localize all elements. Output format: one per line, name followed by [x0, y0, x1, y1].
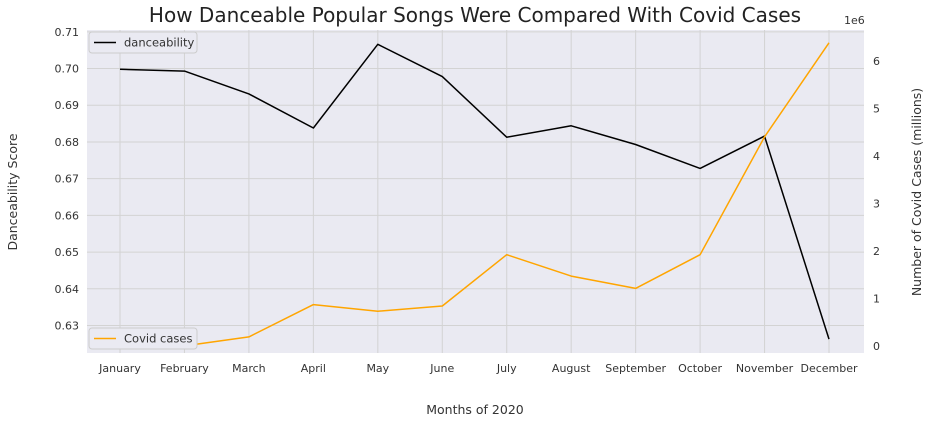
legend-label-covid-cases: Covid cases: [124, 332, 192, 346]
y-tick-label: 0.65: [55, 246, 80, 259]
x-tick-label: November: [736, 362, 794, 375]
y-tick-label: 0.69: [55, 99, 80, 112]
series-line-covid-cases: [184, 42, 830, 347]
x-tick-label: October: [678, 362, 722, 375]
x-tick-label: December: [800, 362, 858, 375]
y-tick-label: 0.71: [55, 26, 80, 39]
y-tick-label: 0.67: [55, 173, 80, 186]
y-right-tick-label: 0: [873, 340, 880, 353]
y-axis-ticks: 0.63 0.64 0.65 0.66 0.67 0.68 0.69 0.70 0.71: [55, 26, 80, 333]
x-tick-label: January: [98, 362, 141, 375]
y-tick-label: 0.63: [55, 319, 80, 332]
legend-covid-cases: Covid cases: [88, 327, 198, 350]
y-right-tick-label: 2: [873, 245, 880, 258]
x-axis-ticks: January February March April May June July Augu…: [98, 362, 858, 375]
chart-title: How Danceable Popular Songs Were Compare…: [149, 3, 801, 27]
x-tick-label: February: [160, 362, 209, 375]
y-axis-right-offset: 1e6: [844, 14, 865, 27]
y-axis-label: Danceability Score: [5, 133, 20, 250]
x-tick-label: May: [366, 362, 389, 375]
series-line-danceability: [119, 43, 830, 340]
y-right-tick-label: 1: [873, 292, 880, 305]
y-axis-right-ticks: 0 1 2 3 4 5 6: [873, 55, 880, 353]
grid: [87, 30, 864, 353]
x-tick-label: September: [605, 362, 666, 375]
x-tick-label: April: [301, 362, 326, 375]
y-right-tick-label: 3: [873, 197, 880, 210]
y-axis-right-label: Number of Covid Cases (millions): [909, 88, 924, 296]
y-tick-label: 0.68: [55, 136, 80, 149]
x-tick-label: August: [552, 362, 591, 375]
x-axis-label: Months of 2020: [426, 402, 524, 417]
x-tick-label: June: [429, 362, 454, 375]
series-lines: [119, 42, 830, 347]
y-tick-label: 0.66: [55, 209, 80, 222]
y-right-tick-label: 5: [873, 102, 880, 115]
y-right-tick-label: 4: [873, 150, 880, 163]
y-tick-label: 0.70: [55, 63, 80, 76]
x-tick-label: July: [496, 362, 517, 375]
y-right-tick-label: 6: [873, 55, 880, 68]
x-tick-label: March: [232, 362, 266, 375]
legend-danceability: danceability: [88, 31, 198, 54]
legend-label-danceability: danceability: [124, 36, 194, 50]
y-tick-label: 0.64: [55, 283, 80, 296]
